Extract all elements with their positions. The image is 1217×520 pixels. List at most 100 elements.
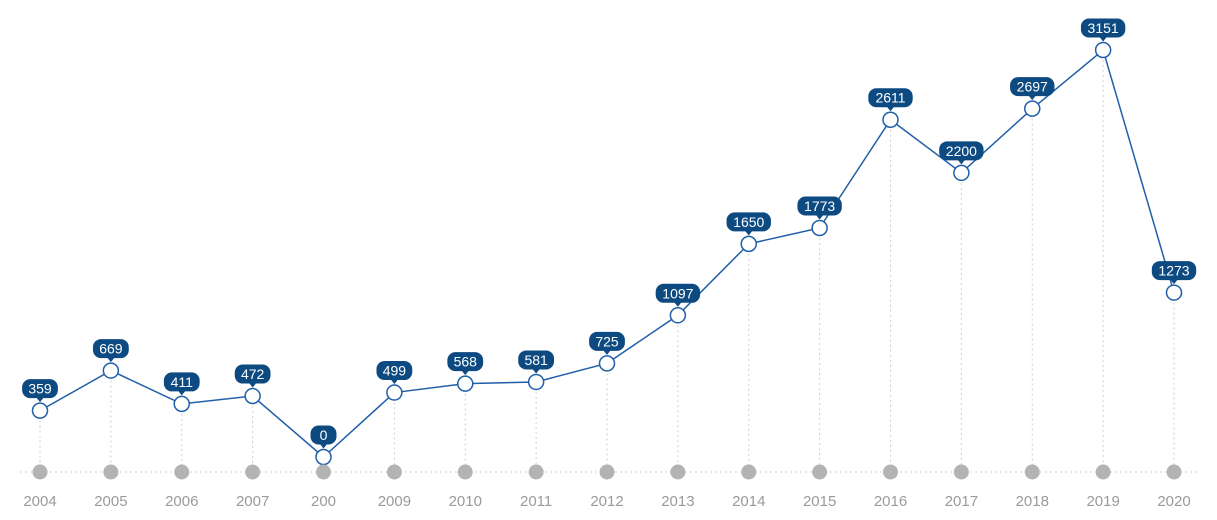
- data-label-text: 472: [241, 366, 265, 382]
- data-label-pointer: [532, 368, 541, 374]
- data-label-bubble: [726, 212, 771, 232]
- data-point: [315, 448, 332, 466]
- data-label: 2697: [1010, 77, 1055, 101]
- data-label: 581: [518, 350, 555, 374]
- data-point: [811, 219, 828, 237]
- x-tick-label: 2017: [945, 493, 978, 510]
- data-label-bubble: [1010, 77, 1055, 97]
- data-label-pointer: [461, 370, 470, 376]
- data-label-text: 411: [171, 374, 194, 390]
- data-label-bubble: [22, 379, 58, 399]
- data-label-pointer: [886, 106, 895, 112]
- data-label-pointer: [673, 301, 682, 307]
- data-label-pointer: [177, 390, 186, 396]
- x-tick-label: 2012: [590, 493, 623, 510]
- data-label-text: 2697: [1017, 79, 1048, 95]
- x-tick-label: 200: [311, 493, 336, 510]
- data-label-text: 725: [595, 333, 619, 349]
- x-axis: 2004 2005 2006 2007 200 2009 2010 2011 2012 2013 2…: [23, 464, 1191, 510]
- x-axis-dot: [599, 464, 615, 480]
- data-label-pointer: [1028, 95, 1037, 101]
- data-label-pointer: [36, 397, 44, 403]
- data-labels-layer: 359 669 411 472 0 499 568 581 725 1097 1650 1773 261…: [22, 18, 1197, 449]
- data-label-pointer: [319, 443, 328, 449]
- data-point: [102, 362, 120, 379]
- data-label: 0: [310, 425, 337, 449]
- x-axis-dot: [883, 464, 898, 480]
- data-label-pointer: [815, 214, 824, 220]
- data-point: [953, 164, 970, 182]
- x-tick-label: 2009: [378, 493, 411, 510]
- data-point: [1094, 41, 1112, 59]
- data-point: [457, 375, 474, 392]
- x-tick-label: 2020: [1157, 493, 1190, 510]
- data-label-bubble: [234, 364, 271, 384]
- data-point: [669, 307, 687, 324]
- x-tick-label: 2015: [803, 493, 836, 510]
- x-tick-label: 2011: [520, 493, 552, 510]
- data-point: [244, 387, 261, 405]
- data-label: 359: [22, 379, 58, 403]
- data-label: 1650: [726, 212, 771, 236]
- x-axis-dot: [174, 464, 190, 480]
- x-tick-label: 2019: [1086, 493, 1119, 510]
- x-axis-dot: [457, 464, 473, 480]
- data-label-text: 2611: [875, 90, 905, 106]
- x-tick-label: 2013: [661, 493, 694, 510]
- data-label: 411: [163, 372, 200, 396]
- data-label-pointer: [106, 357, 115, 363]
- data-label: 1273: [1151, 261, 1197, 285]
- data-label: 1773: [797, 196, 842, 220]
- x-tick-label: 2016: [874, 493, 907, 510]
- x-axis-dot: [812, 464, 828, 480]
- data-label-text: 568: [454, 354, 478, 370]
- data-label-bubble: [163, 372, 200, 392]
- data-label-text: 669: [99, 341, 123, 357]
- data-point: [1024, 100, 1041, 117]
- data-label-text: 2200: [946, 143, 977, 159]
- x-axis-dot: [386, 464, 402, 480]
- data-label-text: 1650: [733, 214, 764, 230]
- x-axis-dot: [1024, 464, 1040, 480]
- data-label-pointer: [248, 382, 257, 388]
- data-label-text: 1773: [804, 198, 835, 214]
- x-axis-dot: [245, 464, 261, 480]
- data-label-bubble: [868, 88, 913, 108]
- data-label: 1097: [655, 283, 701, 307]
- data-label-pointer: [744, 230, 753, 236]
- x-axis-dot: [528, 464, 544, 480]
- data-point: [882, 111, 899, 128]
- x-axis-dot: [670, 464, 686, 480]
- data-label: 669: [92, 339, 129, 363]
- x-tick-label: 2007: [236, 493, 269, 510]
- data-label-text: 3151: [1088, 20, 1119, 36]
- data-label-bubble: [518, 350, 555, 370]
- data-point: [386, 384, 403, 401]
- data-label-text: 499: [383, 363, 407, 379]
- data-label-bubble: [447, 352, 484, 372]
- data-label-bubble: [376, 361, 413, 381]
- data-label-pointer: [957, 159, 966, 165]
- data-label-text: 1097: [662, 285, 693, 301]
- x-axis-dot: [741, 464, 757, 480]
- data-label-bubble: [92, 339, 129, 359]
- x-axis-dot: [316, 464, 331, 480]
- data-label-text: 1273: [1158, 263, 1189, 279]
- data-point: [740, 235, 757, 253]
- data-label-bubble: [939, 141, 984, 161]
- data-label-bubble: [1151, 261, 1197, 281]
- data-point: [598, 355, 616, 372]
- data-point: [527, 373, 545, 391]
- grid-layer: [20, 50, 1200, 473]
- data-label: 3151: [1080, 18, 1126, 42]
- x-tick-label: 2004: [23, 493, 56, 510]
- data-point: [1165, 284, 1183, 301]
- data-label-bubble: [1080, 18, 1126, 38]
- data-label: 472: [234, 364, 271, 388]
- x-tick-label: 2014: [732, 493, 765, 510]
- x-axis-dot: [1095, 464, 1111, 480]
- data-label-text: 359: [28, 381, 52, 397]
- x-tick-label: 2018: [1016, 493, 1049, 510]
